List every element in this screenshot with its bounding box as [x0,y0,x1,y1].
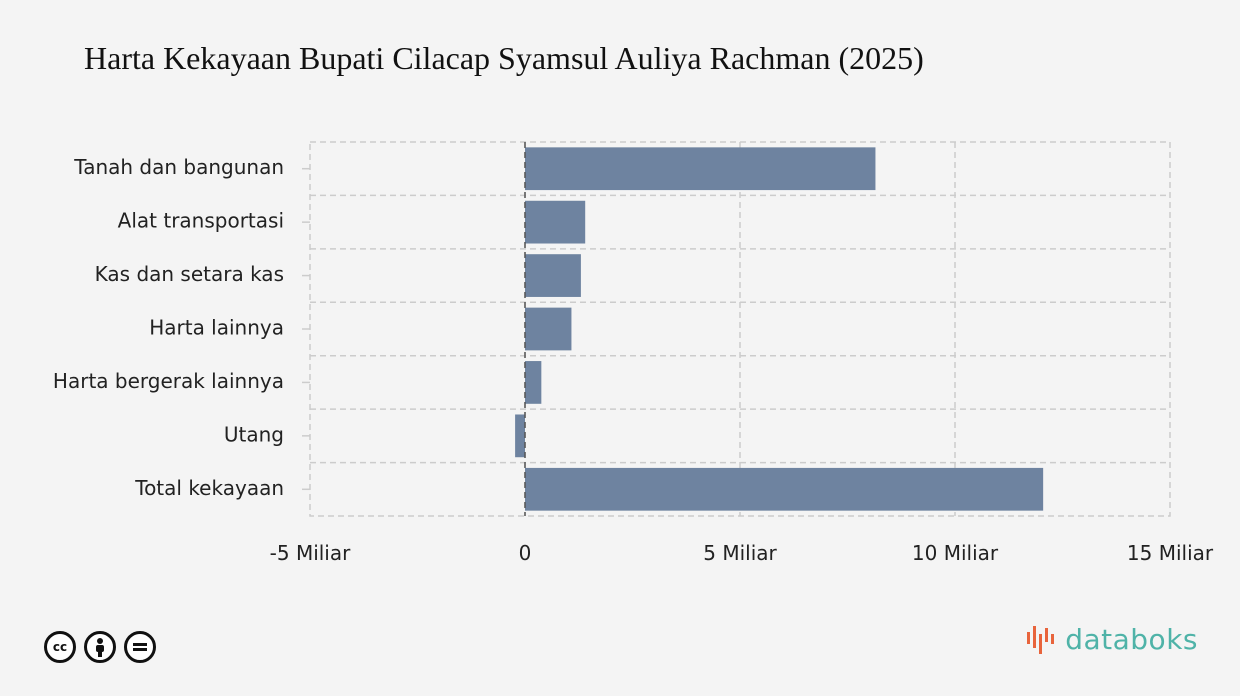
x-tick-label: 10 Miliar [912,541,999,565]
bar-harta-bergerak-lainnya [525,361,542,404]
x-tick-label: 15 Miliar [1127,541,1214,565]
category-label: Harta lainnya [149,316,284,340]
bars [515,147,1044,511]
brand-name: databoks [1065,622,1198,656]
category-label: Alat transportasi [118,209,284,233]
bar-total-kekayaan [525,467,1044,511]
databoks-logo-icon [1027,626,1055,654]
category-label: Kas dan setara kas [95,262,284,286]
plot-frame [309,141,1171,517]
chart-title: Harta Kekayaan Bupati Cilacap Syamsul Au… [84,40,924,76]
category-label: Total kekayaan [134,476,284,500]
bar-chart: Tanah dan bangunan Alat transportasi Kas d… [53,141,1214,565]
bar-utang [515,414,525,458]
category-label: Utang [224,422,284,446]
x-tick-label: 5 Miliar [703,541,777,565]
x-axis-ticks: -5 Miliar 0 5 Miliar 10 Miliar 15 Miliar [270,541,1214,565]
bar-harta-lainnya [525,307,572,351]
cc-icon: cc [44,631,76,663]
grid [309,141,1171,517]
nd-icon [124,631,156,663]
category-label: Harta bergerak lainnya [53,369,284,393]
brand-logo: databoks [1025,622,1198,656]
bar-kas-dan-setara-kas [525,254,581,297]
category-label: Tanah dan bangunan [73,155,284,179]
x-tick-label: -5 Miliar [270,541,351,565]
x-tick-label: 0 [519,541,532,565]
license-icons: cc [44,631,156,663]
bar-alat-transportasi [525,200,586,244]
category-labels: Tanah dan bangunan Alat transportasi Kas d… [53,155,310,500]
by-icon [84,631,116,663]
bar-tanah-dan-bangunan [525,147,876,191]
